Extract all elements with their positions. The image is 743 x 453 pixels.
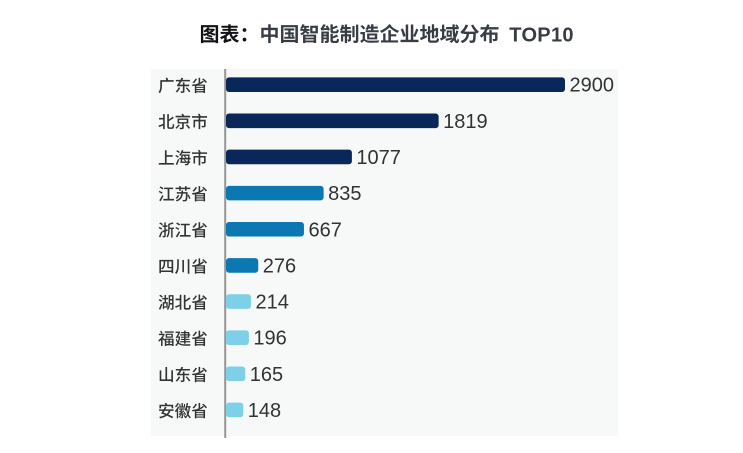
svg-text:TOP10: TOP10: [509, 24, 574, 46]
svg-text:165: 165: [250, 364, 283, 386]
svg-text:667: 667: [308, 219, 341, 241]
svg-text:1819: 1819: [443, 111, 488, 133]
svg-text:2900: 2900: [570, 75, 615, 97]
svg-text:276: 276: [263, 255, 296, 277]
svg-text:148: 148: [248, 400, 281, 422]
svg-text:214: 214: [256, 292, 289, 314]
svg-text:835: 835: [328, 183, 361, 205]
svg-text:1077: 1077: [356, 147, 401, 169]
svg-text:196: 196: [253, 328, 286, 350]
